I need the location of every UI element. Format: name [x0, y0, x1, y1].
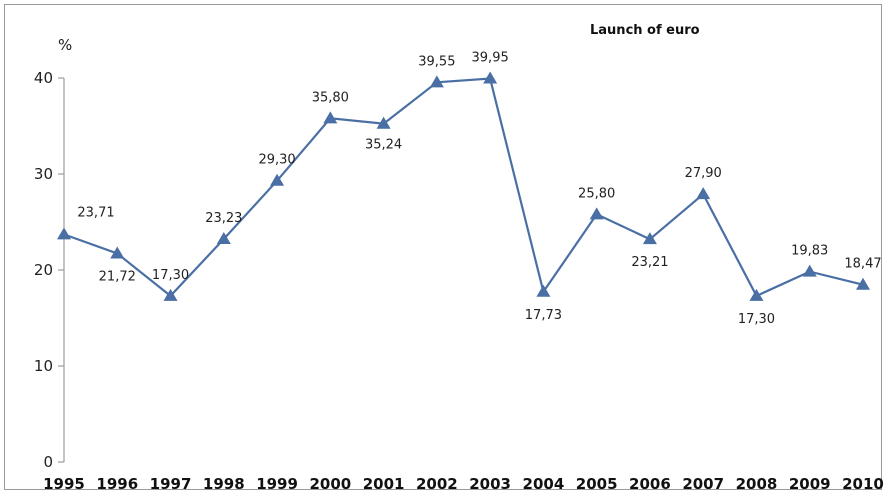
data-point-marker [696, 187, 711, 200]
data-point-marker [802, 264, 817, 277]
data-label: 23,21 [631, 255, 668, 270]
x-tick-label: 1996 [96, 475, 138, 493]
x-tick-label: 1997 [150, 475, 192, 493]
x-tick-label: 2002 [416, 475, 458, 493]
data-label: 17,30 [152, 268, 189, 283]
x-tick-label: 1999 [256, 475, 298, 493]
series-line [63, 77, 864, 298]
y-tick-label: 30 [34, 165, 53, 183]
data-point-marker [216, 231, 231, 244]
data-label: 23,71 [77, 205, 114, 220]
y-tick-label: 0 [43, 453, 53, 471]
y-ticks: 0 10 20 30 40 [34, 69, 64, 471]
data-point-marker [323, 111, 338, 124]
data-label: 35,24 [365, 138, 402, 153]
data-point-marker [270, 173, 285, 186]
x-tick-label: 2004 [523, 475, 565, 493]
y-unit-label: % [58, 36, 72, 54]
x-tick-label: 2006 [629, 475, 671, 493]
x-tick-label: 2001 [363, 475, 405, 493]
x-tick-label: 2003 [469, 475, 511, 493]
x-axis-labels: 1995 1996 1997 1998 1999 2000 2001 2002 2003 2004… [43, 475, 884, 493]
data-label: 21,72 [99, 269, 136, 284]
data-point-marker [429, 75, 444, 88]
launch-of-euro-annotation: Launch of euro [590, 23, 700, 38]
data-label: 17,30 [738, 312, 775, 327]
data-label: 25,80 [578, 186, 615, 201]
chart-frame [4, 4, 882, 490]
data-point-marker [376, 116, 391, 129]
data-point-marker [163, 288, 178, 301]
data-label: 17,73 [525, 308, 562, 323]
data-label: 39,95 [472, 50, 509, 65]
data-point-marker [110, 246, 125, 259]
data-point-marker [642, 232, 657, 245]
data-point-marker [856, 277, 870, 290]
data-labels: 23,71 21,72 17,30 23,23 29,30 35,80 35,24 39,55… [77, 50, 881, 326]
data-point-marker [57, 227, 71, 240]
data-label: 18,47 [844, 257, 881, 272]
data-point-marker [589, 207, 604, 220]
y-tick-label: 20 [34, 261, 53, 279]
data-label: 23,23 [205, 211, 242, 226]
x-tick-label: 2009 [789, 475, 831, 493]
data-label: 39,55 [418, 54, 455, 69]
data-point-marker [483, 71, 498, 84]
y-tick-label: 10 [34, 357, 53, 375]
x-tick-label: 2008 [736, 475, 778, 493]
data-label: 29,30 [258, 153, 295, 168]
x-tick-label: 2007 [682, 475, 724, 493]
x-tick-label: 2010 [842, 475, 884, 493]
x-tick-label: 2005 [576, 475, 618, 493]
y-tick-label: 40 [34, 69, 53, 87]
x-tick-label: 1998 [203, 475, 245, 493]
data-label: 27,90 [685, 166, 722, 181]
x-tick-label: 2000 [309, 475, 351, 493]
data-point-marker [749, 288, 764, 301]
data-label: 19,83 [791, 244, 828, 259]
x-tick-label: 1995 [43, 475, 85, 493]
data-label: 35,80 [312, 90, 349, 105]
series-markers [57, 71, 870, 301]
data-point-marker [536, 284, 551, 297]
